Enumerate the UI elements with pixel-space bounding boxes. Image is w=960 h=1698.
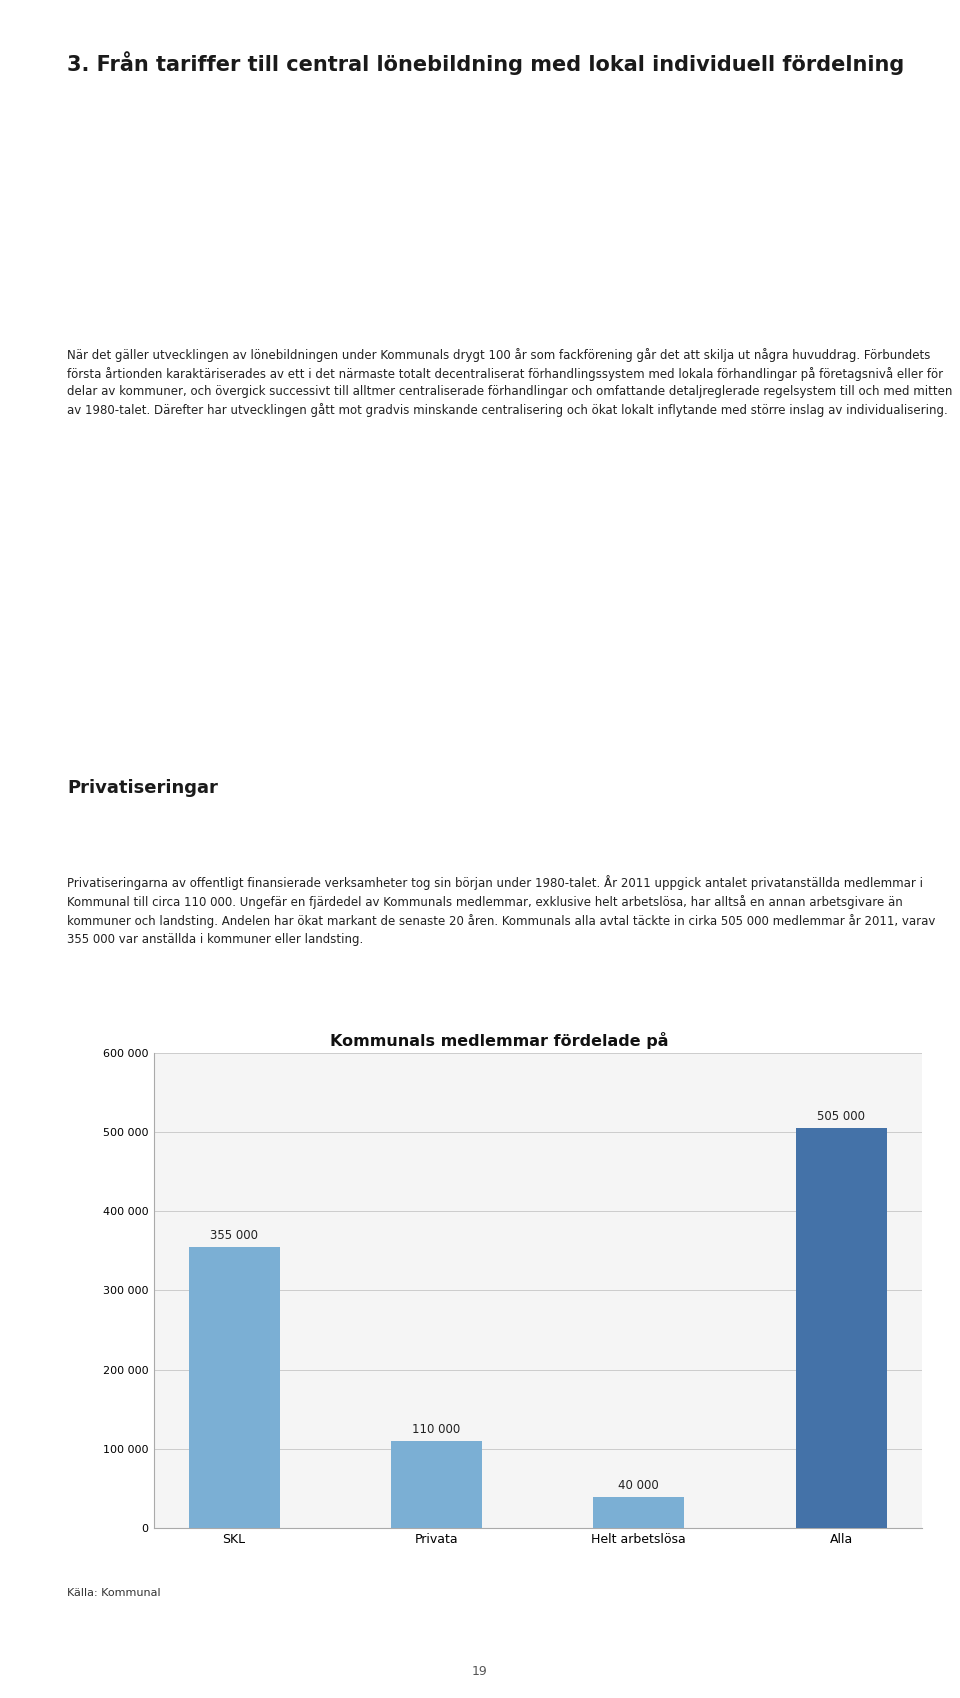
Text: 355 000: 355 000 [210, 1229, 258, 1243]
Text: 505 000: 505 000 [817, 1110, 865, 1124]
Text: När det gäller utvecklingen av lönebildningen under Kommunals drygt 100 år som f: När det gäller utvecklingen av lönebildn… [67, 348, 952, 418]
Text: Kommunals medlemmar fördelade på: Kommunals medlemmar fördelade på [330, 1032, 668, 1049]
Text: 40 000: 40 000 [618, 1479, 660, 1493]
Text: 3. Från tariffer till central lönebildning med lokal individuell fördelning: 3. Från tariffer till central lönebildni… [67, 51, 904, 75]
Bar [391, 1442, 482, 1528]
Text: 19: 19 [472, 1664, 488, 1678]
Text: Källa: Kommunal: Källa: Kommunal [67, 1588, 161, 1598]
Bar [796, 1127, 887, 1528]
Text: Privatiseringar: Privatiseringar [67, 779, 218, 796]
Text: offentligt- resp privat anställda 2011: offentligt- resp privat anställda 2011 [331, 1080, 667, 1095]
Text: Privatiseringarna av offentligt finansierade verksamheter tog sin början under 1: Privatiseringarna av offentligt finansie… [67, 874, 936, 946]
Bar [188, 1246, 279, 1528]
Bar [593, 1496, 684, 1528]
Text: 110 000: 110 000 [412, 1423, 461, 1437]
